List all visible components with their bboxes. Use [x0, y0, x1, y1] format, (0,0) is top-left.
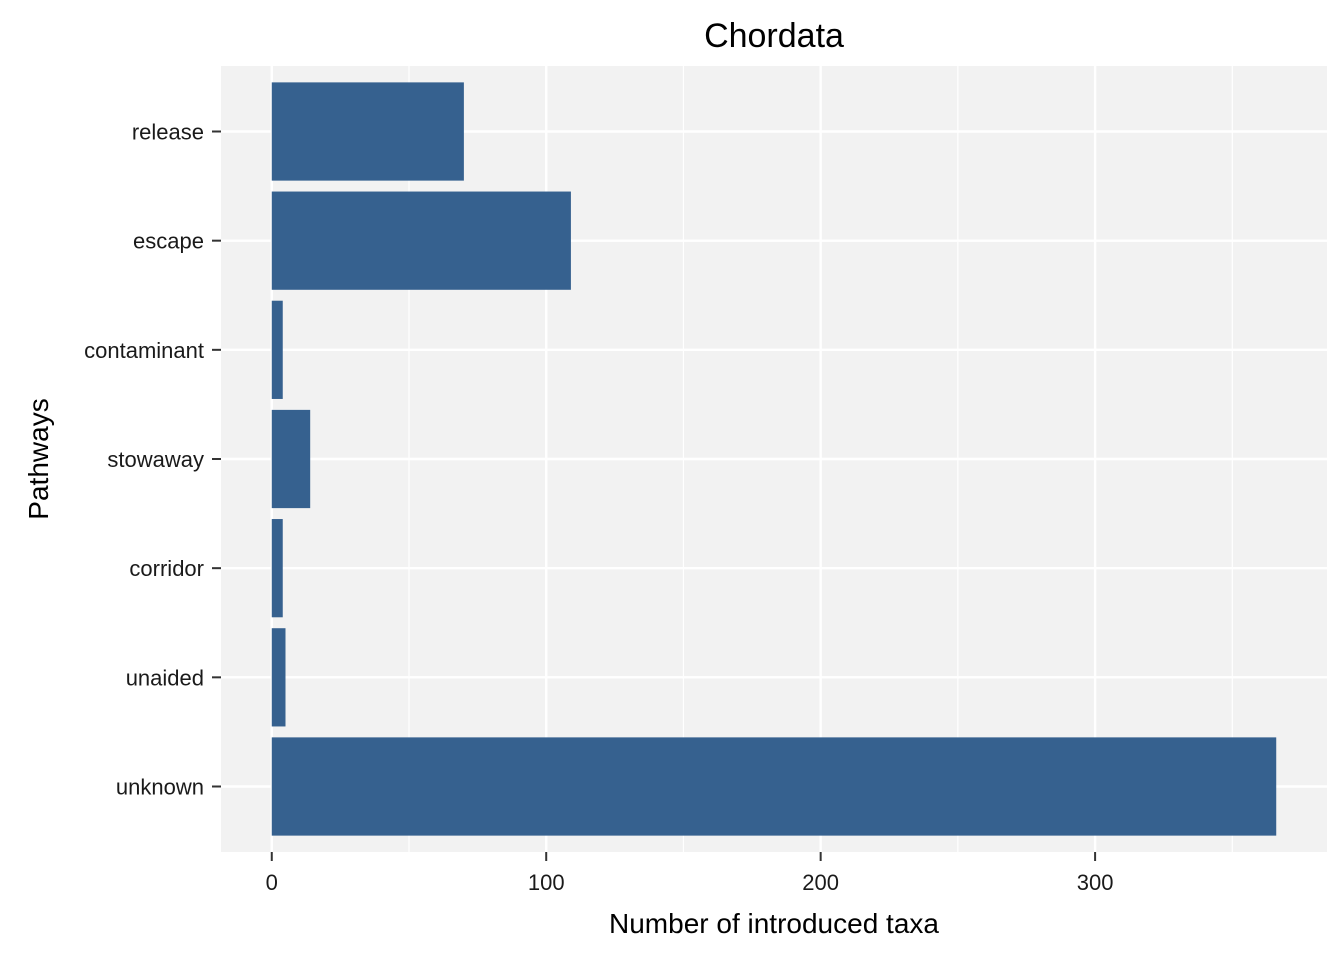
y-tick-label-unaided: unaided	[126, 665, 204, 690]
bar-contaminant	[271, 300, 283, 399]
bar-release	[271, 82, 464, 181]
y-axis-title: Pathways	[23, 398, 54, 519]
x-tick-label: 0	[266, 870, 278, 895]
x-axis-title: Number of introduced taxa	[609, 908, 939, 939]
y-tick-label-unknown: unknown	[116, 775, 204, 800]
chart-title: Chordata	[704, 17, 844, 55]
x-tick-label: 300	[1077, 870, 1114, 895]
y-tick-label-release: release	[132, 120, 204, 145]
bar-corridor	[271, 519, 283, 618]
axes: release escape contaminant stowaway corridor…	[84, 120, 1113, 896]
y-tick-label-stowaway: stowaway	[107, 447, 204, 472]
x-tick-label: 200	[802, 870, 839, 895]
bar-unknown	[271, 737, 1277, 836]
bar-escape	[271, 191, 571, 290]
y-tick-label-corridor: corridor	[129, 556, 204, 581]
bar-unaided	[271, 628, 286, 727]
bars	[271, 82, 1277, 836]
y-tick-label-escape: escape	[133, 229, 204, 254]
y-tick-label-contaminant: contaminant	[84, 338, 204, 363]
x-tick-label: 100	[528, 870, 565, 895]
bar-stowaway	[271, 409, 311, 509]
